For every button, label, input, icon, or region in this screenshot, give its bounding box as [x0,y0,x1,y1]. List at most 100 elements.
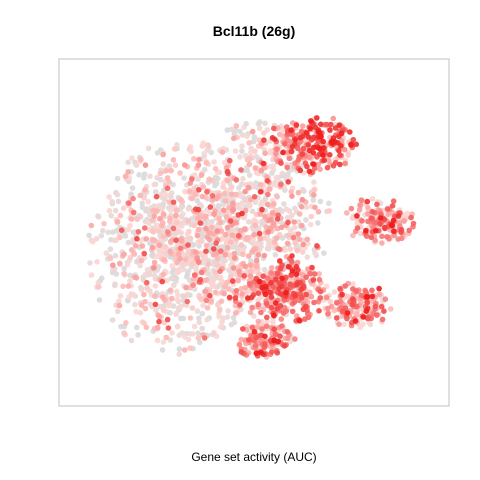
scatter-point [259,206,265,213]
scatter-point [178,303,184,310]
scatter-point [364,299,371,306]
scatter-point [255,318,262,325]
scatter-point [249,128,256,135]
scatter-point [103,250,110,256]
scatter-point [159,278,166,285]
scatter-point [293,263,300,270]
scatter-point [252,342,259,349]
scatter-point [265,191,271,198]
scatter-point [219,149,226,155]
scatter-point [369,196,376,202]
scatter-point [227,239,234,245]
scatter-point [138,287,145,293]
scatter-point [248,196,254,203]
scatter-point [142,271,148,278]
scatter-point [363,227,369,234]
scatter-point [228,273,234,279]
scatter-point [204,316,210,323]
scatter-point [171,146,178,152]
scatter-point [289,193,295,199]
scatter-point [293,271,300,278]
scatter-point [117,212,124,219]
scatter-point [323,121,330,128]
scatter-point [271,284,277,291]
scatter-point [230,265,237,271]
scatter-point [232,148,239,154]
scatter-point [152,283,159,289]
scatter-point [345,152,352,158]
scatter-point [176,346,183,352]
scatter-point [94,259,100,265]
scatter-point [133,275,140,281]
scatter-point [278,316,285,322]
scatter-point [246,280,253,287]
scatter-point [298,204,305,210]
scatter-point [241,273,247,279]
scatter-point [127,278,133,284]
scatter-point [336,147,342,154]
scatter-point [174,269,181,275]
scatter-point [124,261,131,268]
scatter-point [132,301,138,308]
scatter-point [204,189,210,195]
scatter-point [315,220,321,226]
scatter-point [135,229,142,235]
scatter-point [159,347,166,353]
scatter-point [162,191,168,198]
scatter-point [217,268,223,275]
scatter-point [160,151,166,158]
scatter-point [282,247,288,253]
scatter-point [223,238,230,244]
scatter-point [144,267,151,273]
scatter-point [295,189,302,196]
scatter-point [114,308,121,315]
scatter-point [141,291,147,298]
scatter-point [303,204,310,211]
scatter-point [299,222,305,229]
scatter-point [164,185,171,192]
scatter-point [372,303,379,310]
scatter-point [259,326,265,332]
scatter-point [289,144,296,150]
scatter-point [291,299,298,305]
scatter-point [95,279,102,286]
scatter-point [369,293,376,300]
scatter-point [86,232,92,239]
scatter-point [153,307,159,314]
scatter-point [242,188,248,195]
scatter-point [401,218,407,224]
scatter-point [220,184,226,190]
scatter-point [247,273,254,279]
scatter-point [348,205,355,212]
scatter-point [207,204,214,210]
scatter-point [180,211,186,217]
scatter-point [300,306,307,313]
scatter-point [327,298,334,305]
scatter-point [185,218,192,224]
scatter-point [265,201,271,208]
scatter-point [354,225,361,231]
scatter-point [307,125,314,132]
scatter-point [178,315,184,322]
scatter-point [222,283,228,290]
scatter-point [252,165,259,171]
scatter-point [305,134,312,140]
scatter-point [308,213,315,220]
scatter-point [348,141,354,148]
scatter-point [291,224,298,231]
scatter-point [144,285,150,291]
scatter-point [336,321,342,328]
scatter-point [253,334,260,341]
scatter-point [242,263,249,270]
scatter-point [241,214,247,221]
scatter-point [311,179,317,185]
scatter-point [268,163,274,170]
scatter-point [274,270,281,277]
scatter-point [290,234,297,241]
scatter-point [198,269,205,276]
scatter-point [317,166,323,173]
scatter-point [365,315,371,322]
scatter-point [217,219,224,226]
scatter-point [189,176,195,182]
scatter-point [312,249,318,256]
